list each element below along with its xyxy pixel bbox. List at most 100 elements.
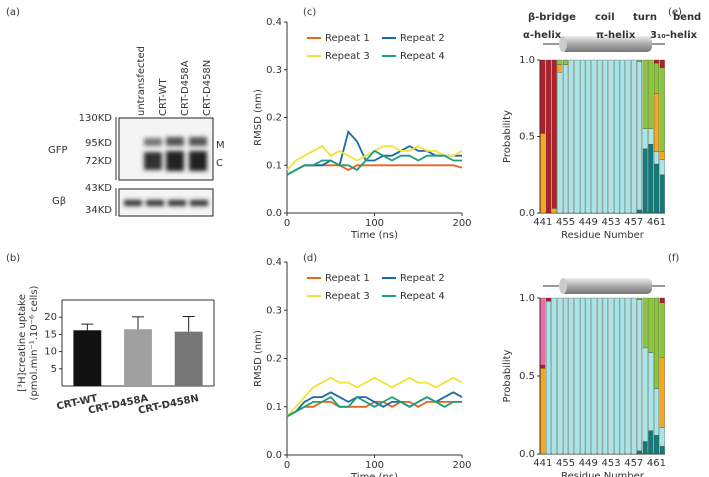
bar-segment (568, 297, 574, 455)
legend-label: β-bridge (528, 12, 576, 23)
bar-segment (614, 297, 620, 455)
bar (73, 330, 102, 386)
x-tick-label: 0 (284, 460, 290, 471)
marker-label: 95KD (85, 138, 112, 149)
y-tick-label: 0.3 (266, 65, 282, 76)
y-tick-label: 0.2 (266, 354, 282, 365)
bar-segment (545, 297, 552, 302)
blot-panel: (a) untransfected CRT-WT CRT-D458A CRT-D… (6, 7, 225, 217)
line-series (286, 391, 463, 418)
bar-segment (642, 347, 648, 442)
error-bar (182, 316, 195, 332)
bar-segment (540, 364, 546, 369)
x-tick-label: 100 (365, 460, 384, 471)
bar-segment (619, 297, 625, 455)
bar-segment (659, 151, 665, 160)
y-tick-label: 0.0 (266, 450, 282, 461)
bar-segment (545, 300, 552, 455)
lane-label: CRT-WT (158, 78, 169, 116)
panel-label: (c) (303, 7, 316, 18)
y-tick-label: 0.2 (266, 113, 282, 124)
x-tick-label: 0 (284, 218, 290, 229)
line-series (286, 401, 462, 418)
x-tick-label: 200 (452, 218, 471, 229)
marker-label: 43KD (85, 183, 112, 194)
bands (124, 137, 208, 206)
bar-segment (551, 297, 557, 455)
bar-segment (659, 174, 665, 214)
bar-segment (597, 297, 603, 455)
bar-segment (551, 59, 557, 209)
bar-segment (563, 64, 569, 214)
y-tick-label: 5 (51, 364, 57, 375)
bar-segment (540, 133, 546, 214)
line-series (286, 149, 462, 176)
legend-label: Repeat 2 (400, 273, 445, 284)
bar (174, 331, 203, 386)
row-label: GFP (48, 145, 68, 156)
bar-segment (659, 67, 665, 152)
bar-segment (659, 427, 665, 447)
bar-segment (636, 297, 642, 300)
bar-segment (659, 446, 665, 455)
bar-segment (653, 151, 660, 165)
bar-segment (636, 450, 642, 455)
bar-segment (648, 430, 654, 455)
y-axis-label: Probability (502, 349, 513, 402)
bar-segment (580, 59, 586, 214)
bar-segment (563, 297, 569, 455)
x-axis-label: Residue Number (561, 230, 645, 241)
y-tick-label: 0.0 (266, 208, 282, 219)
bar-segment (636, 209, 642, 214)
band-label: M (216, 140, 225, 151)
y-tick-label: 0.4 (266, 257, 282, 268)
marker-label: 34KD (85, 205, 112, 216)
bar-segment (568, 59, 574, 214)
bar-segment (580, 297, 586, 455)
legend-label: Repeat 3 (325, 291, 370, 302)
bar-segment (636, 61, 642, 211)
x-tick-label: 461 (647, 458, 666, 469)
bar-segment (659, 59, 665, 68)
y-axis-label: RMSD (nm) (253, 330, 264, 387)
bar-segment (648, 297, 654, 353)
panel-label: (b) (6, 253, 20, 264)
y-tick-label: 1.0 (519, 293, 535, 304)
y-tick-label: 20 (44, 312, 57, 323)
bar-segment (557, 64, 563, 73)
marker-label: 130KD (79, 113, 113, 124)
line-series (286, 129, 462, 176)
bar-segment (659, 357, 665, 428)
bar-segment (540, 368, 546, 455)
bar-segment (608, 297, 614, 455)
bar (124, 329, 152, 386)
lane-label: untransfected (136, 46, 147, 116)
x-tick-label: 449 (579, 458, 598, 469)
y-axis-label: Probability (502, 110, 513, 163)
bar-segment (614, 59, 620, 214)
bar-segment (574, 297, 580, 455)
error-bar (81, 323, 94, 331)
x-tick-label: 457 (624, 217, 643, 228)
line-series (286, 376, 463, 418)
marker-label: 72KD (85, 156, 112, 167)
bar-segment (653, 388, 660, 436)
bar-segment (653, 435, 660, 455)
y-axis-label: [³H]creatine uptake (17, 294, 28, 392)
y-tick-label: 15 (44, 329, 57, 340)
line-series (286, 144, 463, 171)
panel-label: (f) (668, 253, 679, 264)
bar-segment (625, 59, 631, 214)
bar-segment (642, 128, 648, 149)
x-tick-label: 441 (533, 458, 552, 469)
bar-segment (591, 59, 597, 214)
y-tick-label: 0.5 (519, 132, 535, 143)
bar-segment (563, 59, 569, 65)
x-axis-label: Time (ns) (350, 230, 398, 241)
bar-segment (636, 299, 642, 452)
bar-segment (545, 59, 552, 214)
bar-segment (585, 59, 591, 214)
bar-segment (608, 59, 614, 214)
legend-label: coil (595, 12, 615, 23)
panel-label: (e) (668, 7, 682, 18)
